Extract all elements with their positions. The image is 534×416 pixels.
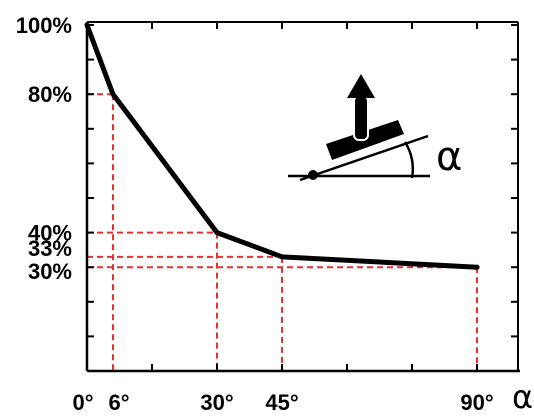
x-tick-label: 45° (265, 390, 298, 415)
series (84, 22, 480, 270)
x-tick-label: 90° (460, 390, 493, 415)
axes (85, 21, 520, 373)
y-tick-labels: 100% 80% 40%33%30% (16, 13, 72, 284)
y-tick-label: 100% (16, 13, 72, 38)
up-arrow-icon (347, 74, 375, 98)
reference-lines (87, 93, 478, 371)
data-point (214, 230, 220, 236)
y-tick-label: 40% (28, 221, 72, 246)
y-tick-label: 30% (28, 259, 72, 284)
inset-pivot-dot (308, 170, 318, 180)
x-tick-label: 6° (108, 390, 129, 415)
x-tick-label: 0° (72, 390, 93, 415)
inset-angle-arc (403, 141, 415, 179)
inclined-plane-inset: α (288, 74, 462, 182)
data-point (279, 254, 285, 260)
y-tick-label: 80% (28, 82, 72, 107)
x-tick-labels: 0° 6° 30° 45° 90° (72, 390, 493, 415)
x-axis-label: α (512, 378, 533, 416)
y-tick-label: 33% (28, 236, 72, 261)
data-point (84, 22, 90, 28)
data-point (474, 264, 480, 270)
x-tick-label: 30° (200, 390, 233, 415)
inset-arrow-shaft (353, 95, 369, 141)
inset-alpha-label: α (436, 134, 462, 180)
data-point (110, 91, 116, 97)
series-line-0 (84, 22, 480, 270)
